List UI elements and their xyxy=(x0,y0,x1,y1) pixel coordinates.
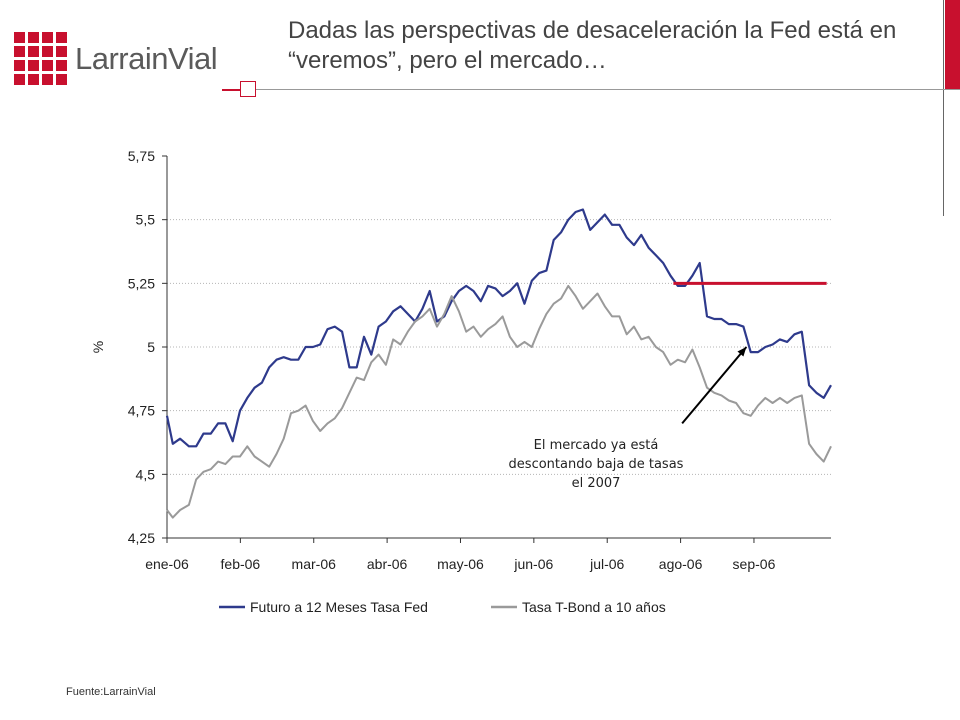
annotation-text: el 2007 xyxy=(572,476,621,491)
x-tick-label: ago-06 xyxy=(659,556,703,572)
y-tick-label: 5,5 xyxy=(136,212,156,228)
logo-text: LarrainVial xyxy=(75,40,218,76)
y-tick-label: 5 xyxy=(147,339,155,355)
divider-accent xyxy=(222,89,244,91)
accent-bar xyxy=(945,0,960,90)
series-line-bond xyxy=(166,284,832,519)
logo-grid-icon xyxy=(14,32,67,85)
x-tick-label: ene-06 xyxy=(145,556,189,572)
x-tick-label: feb-06 xyxy=(221,556,261,572)
y-tick-label: 4,25 xyxy=(128,530,155,546)
source-note: Fuente:LarrainVial xyxy=(66,686,156,698)
x-tick-label: jun-06 xyxy=(513,556,553,572)
y-tick-label: 5,75 xyxy=(128,148,155,164)
divider-horizontal xyxy=(222,89,960,90)
x-tick-label: jul-06 xyxy=(589,556,624,572)
annotation-text: descontando baja de tasas xyxy=(509,457,684,472)
x-tick-label: sep-06 xyxy=(733,556,776,572)
legend-label-bond: Tasa T-Bond a 10 años xyxy=(522,599,666,615)
y-axis-label: % xyxy=(90,341,106,353)
y-tick-label: 4,75 xyxy=(128,403,155,419)
y-tick-label: 4,5 xyxy=(136,466,156,482)
x-tick-label: abr-06 xyxy=(367,556,408,572)
arrow-head-icon xyxy=(737,347,747,357)
page-title: Dadas las perspectivas de desaceleración… xyxy=(288,17,897,74)
series-line-fed xyxy=(165,208,832,448)
legend-label-fed: Futuro a 12 Meses Tasa Fed xyxy=(250,599,428,615)
logo: LarrainVial xyxy=(14,32,218,85)
annotation-text: El mercado ya está xyxy=(534,438,659,453)
x-tick-label: mar-06 xyxy=(292,556,337,572)
x-tick-label: may-06 xyxy=(437,556,484,572)
annotation-arrow xyxy=(681,346,748,425)
divider-vertical xyxy=(943,0,944,216)
decorative-square xyxy=(240,81,256,97)
y-tick-label: 5,25 xyxy=(128,275,155,291)
